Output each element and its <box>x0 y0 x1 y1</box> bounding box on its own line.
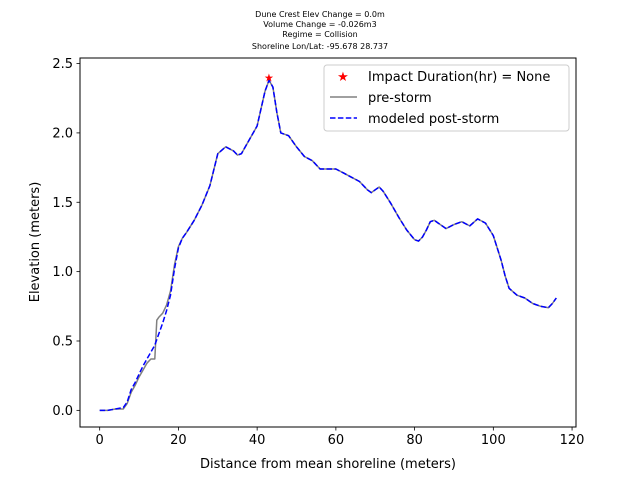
y-axis-ticks: 0.0 0.5 1.0 1.5 2.0 2.5 <box>52 57 80 419</box>
x-tick-label: 40 <box>249 433 266 448</box>
legend-box <box>323 64 570 132</box>
x-tick-label: 100 <box>481 433 506 448</box>
title-line-2: Volume Change = -0.026m3 <box>263 20 376 29</box>
plot-frame <box>79 57 577 428</box>
y-tick-label: 2.5 <box>52 57 73 72</box>
chart-title: Dune Crest Elev Change = 0.0m Volume Cha… <box>252 10 388 51</box>
plot-content: ★ <box>99 71 557 412</box>
y-tick-label: 1.5 <box>52 196 73 211</box>
title-line-4: Shoreline Lon/Lat: -95.678 28.737 <box>252 42 388 51</box>
y-tick-label: 0.5 <box>52 334 73 349</box>
x-tick-label: 60 <box>328 433 345 448</box>
x-tick-label: 0 <box>96 433 104 448</box>
y-tick-label: 2.0 <box>52 126 73 141</box>
series-line-modeled-post-storm <box>99 79 557 412</box>
x-tick-label: 80 <box>406 433 423 448</box>
legend-label-impact: Impact Duration(hr) = None <box>368 70 550 85</box>
y-tick-label: 0.0 <box>52 404 73 419</box>
legend-star-marker: ★ <box>337 70 349 85</box>
y-axis-label: Elevation (meters) <box>28 182 43 303</box>
x-tick-label: 120 <box>560 433 585 448</box>
legend-label-post-storm: modeled post-storm <box>368 112 499 127</box>
title-line-3: Regime = Collision <box>282 30 357 39</box>
legend: ★ Impact Duration(hr) = None pre-storm m… <box>323 64 570 132</box>
impact-marker-star: ★ <box>264 71 274 84</box>
x-tick-label: 20 <box>170 433 187 448</box>
x-axis-label: Distance from mean shoreline (meters) <box>200 457 456 472</box>
legend-label-pre-storm: pre-storm <box>368 91 432 106</box>
title-line-1: Dune Crest Elev Change = 0.0m <box>255 10 385 19</box>
x-axis-ticks: 0 20 40 60 80 100 120 <box>96 427 585 448</box>
y-tick-label: 1.0 <box>52 265 73 280</box>
